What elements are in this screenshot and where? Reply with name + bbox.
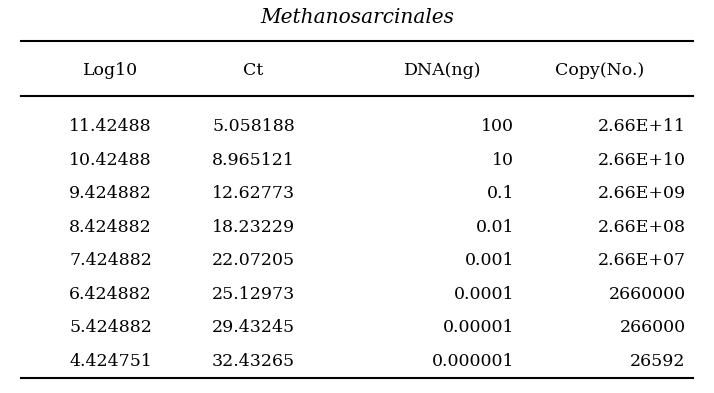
Text: Log10: Log10 — [83, 62, 139, 79]
Text: 9.424882: 9.424882 — [69, 185, 152, 202]
Text: 10.42488: 10.42488 — [69, 152, 152, 169]
Text: 2.66E+09: 2.66E+09 — [598, 185, 685, 202]
Text: 0.000001: 0.000001 — [431, 353, 514, 370]
Text: 8.965121: 8.965121 — [212, 152, 295, 169]
Text: 266000: 266000 — [619, 319, 685, 336]
Text: 0.0001: 0.0001 — [453, 286, 514, 303]
Text: 22.07205: 22.07205 — [212, 252, 295, 269]
Text: 5.058188: 5.058188 — [212, 118, 295, 135]
Text: 18.23229: 18.23229 — [212, 219, 295, 236]
Text: 12.62773: 12.62773 — [212, 185, 295, 202]
Text: 26592: 26592 — [630, 353, 685, 370]
Text: 2.66E+08: 2.66E+08 — [598, 219, 685, 236]
Text: Methanosarcinales: Methanosarcinales — [260, 8, 454, 27]
Text: 7.424882: 7.424882 — [69, 252, 152, 269]
Text: 10: 10 — [492, 152, 514, 169]
Text: 11.42488: 11.42488 — [69, 118, 152, 135]
Text: 2.66E+10: 2.66E+10 — [598, 152, 685, 169]
Text: Copy(No.): Copy(No.) — [555, 62, 644, 79]
Text: 32.43265: 32.43265 — [212, 353, 295, 370]
Text: 2.66E+11: 2.66E+11 — [598, 118, 685, 135]
Text: 25.12973: 25.12973 — [212, 286, 295, 303]
Text: 8.424882: 8.424882 — [69, 219, 152, 236]
Text: 5.424882: 5.424882 — [69, 319, 152, 336]
Text: DNA(ng): DNA(ng) — [404, 62, 481, 79]
Text: 0.01: 0.01 — [476, 219, 514, 236]
Text: 0.1: 0.1 — [486, 185, 514, 202]
Text: 4.424751: 4.424751 — [69, 353, 152, 370]
Text: 2660000: 2660000 — [608, 286, 685, 303]
Text: 6.424882: 6.424882 — [69, 286, 152, 303]
Text: 29.43245: 29.43245 — [212, 319, 295, 336]
Text: Ct: Ct — [243, 62, 263, 79]
Text: 100: 100 — [481, 118, 514, 135]
Text: 2.66E+07: 2.66E+07 — [598, 252, 685, 269]
Text: 0.00001: 0.00001 — [443, 319, 514, 336]
Text: 0.001: 0.001 — [465, 252, 514, 269]
